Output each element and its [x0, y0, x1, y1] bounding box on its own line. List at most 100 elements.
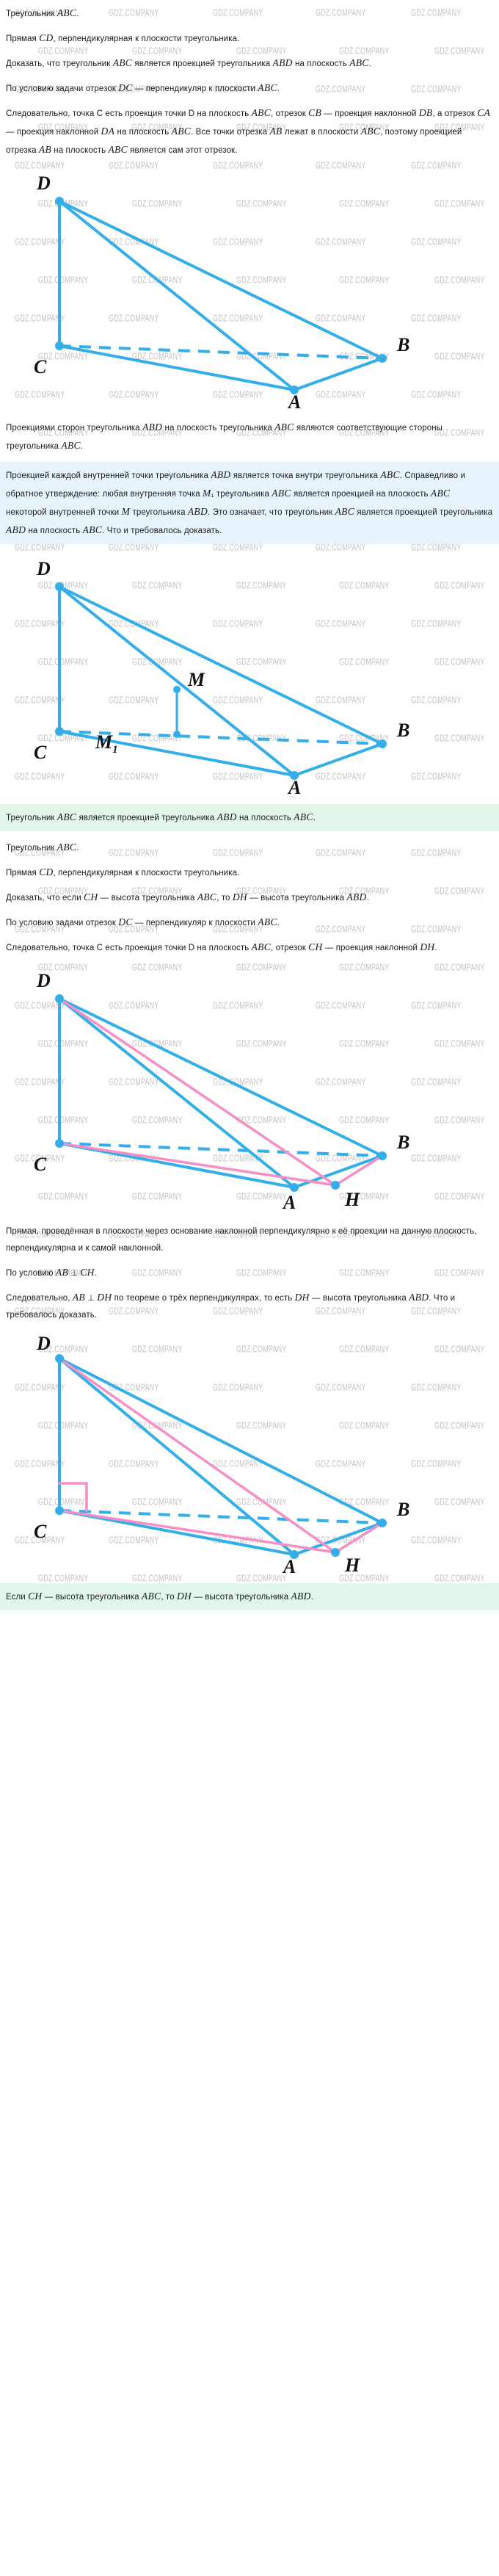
segment-CA	[58, 730, 296, 777]
vertex-A-dot	[290, 1550, 299, 1559]
task2b-line3-text: Следовательно, AB ⊥ DH по теореме о трёх…	[6, 1292, 456, 1320]
vertex-B-dot	[378, 354, 387, 363]
task2-line1-text: Треугольник ABC.	[6, 842, 79, 853]
label-C: C	[34, 742, 47, 763]
document-page: GDZ.COMPANY GDZ.COMPANY GDZ.COMPANY GDZ.COM…	[0, 4, 499, 1610]
label-D: D	[36, 558, 51, 579]
conclusion1-value: Треугольник ABC является проекцией треуг…	[6, 811, 316, 822]
task1-line3-text: Доказать, что треугольник ABC является п…	[6, 57, 371, 68]
watermark-text: GDZ.COMPANY	[339, 1573, 390, 1584]
conclusion1-text: Треугольник ABC является проекцией треуг…	[6, 808, 493, 827]
vertex-H-dot	[331, 1548, 340, 1557]
vertex-D-dot	[55, 582, 64, 591]
segment-DA	[58, 200, 296, 391]
figure-1: D C A B	[6, 166, 493, 408]
task1-line1: Треугольник ABC.	[6, 4, 493, 23]
figure-4-svg: D C A B H	[34, 1333, 409, 1573]
segment-CB-dashed	[59, 1509, 383, 1524]
task1b-line1-text: Проекциями сторон треугольника ABD на пл…	[6, 422, 443, 451]
vertex-M-dot	[173, 686, 181, 693]
segment-CA	[58, 1142, 296, 1189]
vertex-B-dot	[378, 1151, 387, 1160]
conclusion-block-1: Треугольник ABC является проекцией треуг…	[0, 804, 499, 831]
figure-2-vertices	[55, 582, 387, 780]
label-B: B	[396, 1499, 409, 1520]
segment-DB	[58, 585, 384, 745]
vertex-C-dot	[55, 1506, 64, 1515]
label-H: H	[344, 1189, 360, 1210]
task2b-line2-text: По условию AB ⊥ CH.	[6, 1267, 97, 1278]
task2b-line2: По условию AB ⊥ CH.	[6, 1264, 493, 1282]
label-M: M	[187, 669, 205, 690]
figure-3-svg: D C A B H	[34, 970, 409, 1213]
vertex-M1-dot	[173, 731, 181, 738]
task2-line4: По условию задачи отрезок DC — перпендик…	[6, 913, 493, 932]
segment-DB	[58, 1357, 384, 1524]
segment-CH	[58, 1509, 337, 1554]
label-M1: M1	[95, 731, 118, 756]
segment-DA	[58, 997, 296, 1189]
height-lines-pink	[58, 1357, 384, 1554]
task2-line5: Следовательно, точка C есть проекция точ…	[6, 938, 493, 957]
figure-3: D C A B H	[6, 963, 493, 1213]
label-B: B	[396, 334, 409, 355]
watermark-text: GDZ.COMPANY	[434, 1573, 485, 1584]
task2-line1: Треугольник ABC.	[6, 839, 493, 857]
task2-line2-text: Прямая CD, перпендикулярная к плоскости …	[6, 866, 240, 878]
figure-2: D C A B M M1	[6, 551, 493, 794]
vertex-D-dot	[55, 1354, 64, 1363]
vertex-H-dot	[331, 1181, 340, 1190]
segment-AB	[293, 357, 384, 391]
label-A: A	[287, 777, 301, 794]
task1-line1-text: Треугольник ABC.	[6, 7, 79, 18]
highlight-block-1: Проекцией каждой внутренней точки треуго…	[0, 462, 499, 544]
segment-HB	[334, 1154, 384, 1187]
figure-4: D C A B H	[6, 1331, 493, 1573]
task1-line2-text: Прямая CD, перпендикулярная к плоскости …	[6, 32, 240, 43]
vertex-A-dot	[290, 1183, 299, 1192]
segment-CA	[58, 344, 296, 391]
label-D: D	[36, 970, 51, 991]
segment-CB-dashed	[59, 1142, 383, 1157]
task1b-line2: Проекцией каждой внутренней точки треуго…	[6, 466, 493, 540]
right-angle-mark-at-C	[58, 1482, 88, 1512]
label-D: D	[36, 1333, 51, 1354]
vertex-A-dot	[290, 386, 299, 394]
segment-DH	[58, 997, 337, 1187]
conclusion-block-2: Если CH — высота треугольника ABC, то DH…	[0, 1583, 499, 1610]
task2-line4-text: По условию задачи отрезок DC — перпендик…	[6, 916, 280, 927]
task1b-line1: Проекциями сторон треугольника ABD на пл…	[6, 419, 493, 455]
task1-line3: Доказать, что треугольник ABC является п…	[6, 54, 493, 73]
label-C: C	[34, 1154, 47, 1175]
label-C: C	[34, 1521, 47, 1542]
label-A: A	[282, 1556, 296, 1573]
conclusion2-value: Если CH — высота треугольника ABC, то DH…	[6, 1591, 313, 1602]
task2b-line1: Прямая, проведённая в плоскости через ос…	[6, 1223, 493, 1257]
segment-DH	[58, 1357, 337, 1554]
label-D: D	[36, 173, 51, 194]
task1-line5: Следовательно, точка C есть проекция точ…	[6, 104, 493, 159]
vertex-C-dot	[55, 727, 64, 736]
segment-CA	[58, 1509, 296, 1556]
task2b-line3: Следовательно, AB ⊥ DH по теореме о трёх…	[6, 1289, 493, 1324]
watermark-text: GDZ.COMPANY	[38, 1573, 89, 1584]
watermark-text: GDZ.COMPANY	[132, 1573, 183, 1584]
label-C: C	[34, 356, 47, 377]
segment-CH	[58, 1142, 337, 1187]
vertex-B-dot	[378, 1519, 387, 1527]
label-B: B	[396, 720, 409, 741]
vertex-D-dot	[55, 197, 64, 206]
vertex-A-dot	[290, 771, 299, 780]
segment-DA	[58, 1357, 296, 1556]
task1b-line2-text: Проекцией каждой внутренней точки треуго…	[6, 469, 493, 535]
segment-AB	[293, 742, 384, 777]
figure-2-svg: D C A B M M1	[34, 558, 409, 794]
conclusion2-text: Если CH — высота треугольника ABC, то DH…	[6, 1588, 493, 1606]
task2-line3: Доказать, что если CH — высота треугольн…	[6, 889, 493, 907]
task2-line2: Прямая CD, перпендикулярная к плоскости …	[6, 864, 493, 882]
segment-DA	[58, 585, 296, 777]
segment-DB	[58, 200, 384, 360]
task2-line5-text: Следовательно, точка C есть проекция точ…	[6, 941, 437, 952]
label-A: A	[287, 391, 301, 408]
task1-line2: Прямая CD, перпендикулярная к плоскости …	[6, 29, 493, 48]
